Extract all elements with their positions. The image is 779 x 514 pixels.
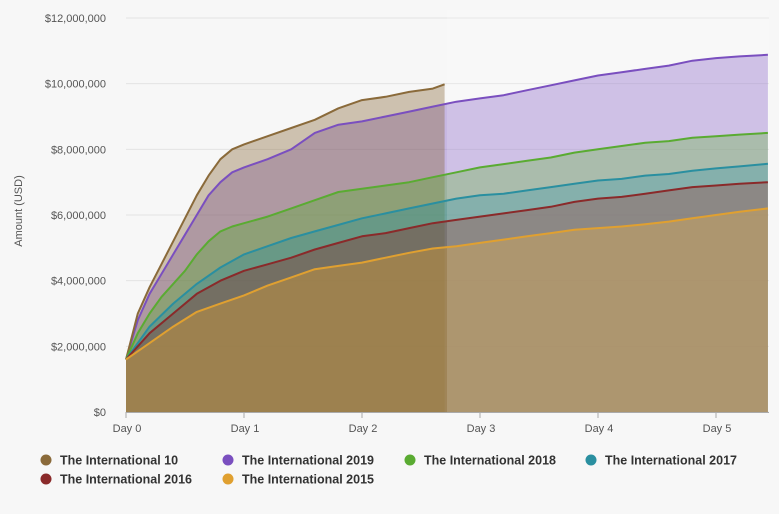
line-the-international-2017: [125, 162, 768, 361]
series-lines: [125, 53, 769, 361]
legend-marker: [585, 454, 597, 466]
y-tick-label: $6,000,000: [51, 210, 106, 222]
y-axis: $0 $2,000,000 $4,000,000 $6,000,000 $8,000,0…: [45, 13, 106, 419]
x-tick-label: Day 3: [467, 423, 496, 435]
hover-band: [447, 10, 769, 412]
area-the-international-2019: [126, 54, 768, 413]
line-the-international-2018: [125, 131, 768, 360]
legend-marker: [404, 454, 416, 466]
legend-item[interactable]: The International 2018: [404, 454, 557, 468]
y-tick-label: $12,000,000: [45, 13, 106, 25]
y-tick-label: $10,000,000: [45, 79, 106, 91]
legend-label: The International 2015: [242, 473, 374, 487]
x-tick-label: Day 0: [113, 423, 142, 435]
x-tick-label: Day 2: [349, 423, 378, 435]
legend-label: The International 2016: [60, 473, 192, 487]
legend-label: The International 2019: [242, 454, 374, 468]
area-the-international-2017: [126, 163, 768, 412]
legend-label: The International 2018: [424, 454, 556, 468]
area-the-international-10: [126, 84, 445, 413]
line-the-international-2016: [125, 181, 768, 361]
x-axis: Day 0 Day 1 Day 2 Day 3 Day 4 Day 5: [113, 412, 769, 435]
line-the-international-2019: [125, 53, 768, 360]
legend-item[interactable]: The International 2017: [585, 454, 738, 468]
area-the-international-2018: [126, 132, 768, 412]
legend-item[interactable]: The International 10: [40, 454, 179, 468]
y-axis-title: Amount (USD): [13, 175, 25, 247]
area-series: [126, 54, 768, 413]
legend-item[interactable]: The International 2015: [222, 473, 375, 487]
legend-marker: [40, 454, 52, 466]
line-the-international-2015: [125, 207, 769, 361]
area-the-international-2015: [126, 208, 768, 412]
y-tick-label: $8,000,000: [51, 144, 106, 156]
x-tick-label: Day 5: [703, 423, 732, 435]
legend-item[interactable]: The International 2019: [222, 454, 375, 468]
legend-label: The International 2017: [605, 454, 737, 468]
legend: The International 10 The International 20…: [40, 454, 738, 487]
x-tick-label: Day 1: [231, 423, 260, 435]
legend-label: The International 10: [60, 454, 178, 468]
x-tick-label: Day 4: [585, 423, 614, 435]
legend-marker: [222, 473, 234, 485]
legend-marker: [222, 454, 234, 466]
area-the-international-2016: [126, 182, 768, 412]
line-the-international-10: [125, 83, 445, 360]
y-tick-label: $0: [94, 407, 106, 419]
legend-item[interactable]: The International 2016: [40, 473, 193, 487]
legend-marker: [40, 473, 52, 485]
y-tick-label: $2,000,000: [51, 341, 106, 353]
y-tick-label: $4,000,000: [51, 276, 106, 288]
